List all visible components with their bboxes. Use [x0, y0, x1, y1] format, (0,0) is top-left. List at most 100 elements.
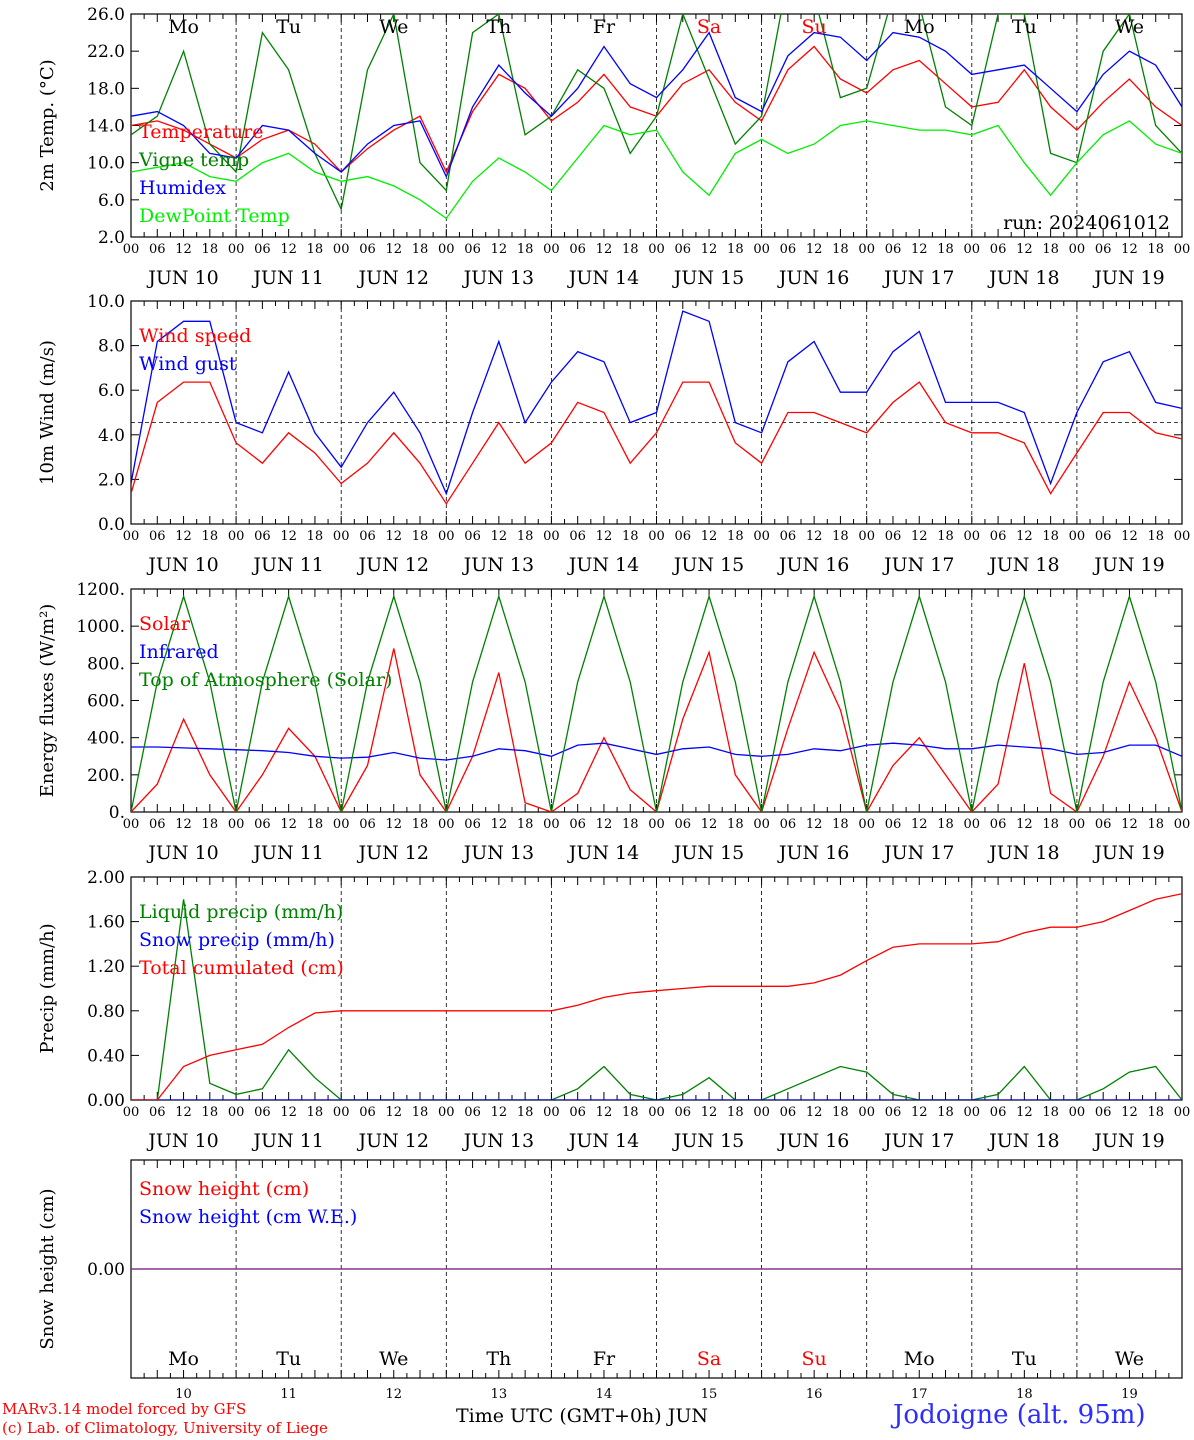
- hour-tick-label: 12: [701, 1105, 718, 1120]
- hour-tick-label: 00: [753, 242, 770, 257]
- hour-tick-label: 12: [596, 242, 613, 257]
- hour-tick-label: 00: [964, 1105, 981, 1120]
- date-label: JUN 15: [672, 554, 744, 576]
- date-label: JUN 18: [987, 554, 1059, 576]
- hour-tick-label: 06: [675, 529, 692, 544]
- hour-tick-label: 00: [228, 529, 245, 544]
- date-label: JUN 14: [567, 267, 639, 289]
- hour-tick-label: 12: [1121, 1105, 1138, 1120]
- hour-tick-label: 00: [543, 817, 560, 832]
- weekday-label: Mo: [168, 16, 199, 38]
- y-tick-label: 26.0: [87, 5, 125, 25]
- hour-tick-label: 18: [202, 817, 219, 832]
- y-tick-label: 2.00: [87, 868, 125, 888]
- hour-tick-label: 18: [307, 242, 324, 257]
- day-number-label: 12: [385, 1387, 402, 1402]
- hour-tick-label: 00: [123, 817, 140, 832]
- series-line-top-of-atmosphere-solar-: [131, 594, 1182, 812]
- legend-entry: Total cumulated (cm): [139, 957, 344, 979]
- y-axis-title: Snow height (cm): [37, 1188, 58, 1349]
- date-label: JUN 19: [1092, 842, 1164, 864]
- hour-tick-label: 00: [1069, 529, 1086, 544]
- hour-tick-label: 18: [1042, 242, 1059, 257]
- date-label: JUN 17: [882, 842, 954, 864]
- hour-tick-label: 06: [990, 529, 1007, 544]
- hour-tick-label: 00: [333, 817, 350, 832]
- weekday-label: Su: [802, 1348, 827, 1370]
- y-tick-label: 400.: [87, 729, 125, 749]
- hour-tick-label: 18: [832, 529, 849, 544]
- hour-tick-label: 12: [701, 529, 718, 544]
- date-label: JUN 11: [251, 1130, 323, 1152]
- hour-tick-label: 00: [964, 529, 981, 544]
- hour-tick-label: 06: [149, 242, 166, 257]
- hour-tick-label: 18: [1147, 242, 1164, 257]
- hour-tick-label: 06: [254, 1105, 271, 1120]
- date-label: JUN 19: [1092, 1130, 1164, 1152]
- day-number-label: 17: [911, 1387, 928, 1402]
- series-line-wind-speed: [131, 381, 1182, 505]
- hour-tick-label: 18: [937, 242, 954, 257]
- y-axis-title: 2m Temp. (°C): [37, 59, 58, 191]
- model-credit-line1: MARv3.14 model forced by GFS: [2, 1400, 247, 1418]
- hour-tick-label: 06: [1095, 242, 1112, 257]
- hour-tick-label: 12: [385, 529, 402, 544]
- weekday-label: Mo: [904, 16, 935, 38]
- weekday-label: Tu: [276, 16, 301, 38]
- y-tick-label: 0.: [109, 803, 125, 823]
- hour-tick-label: 06: [990, 817, 1007, 832]
- weekday-label: We: [379, 1348, 408, 1370]
- hour-tick-label: 06: [780, 1105, 797, 1120]
- hour-tick-label: 00: [858, 817, 875, 832]
- hour-tick-label: 06: [569, 529, 586, 544]
- hour-tick-label: 12: [491, 817, 508, 832]
- hour-tick-label: 18: [202, 242, 219, 257]
- hour-tick-label: 06: [464, 242, 481, 257]
- hour-tick-label: 18: [517, 242, 534, 257]
- hour-tick-label: 18: [832, 817, 849, 832]
- hour-tick-label: 06: [675, 242, 692, 257]
- hour-tick-label: 06: [359, 817, 376, 832]
- hour-tick-label: 00: [1174, 529, 1191, 544]
- legend-entry: Temperature: [139, 121, 263, 143]
- day-number-label: 14: [596, 1387, 613, 1402]
- weekday-label: Tu: [1012, 1348, 1037, 1370]
- legend-entry: Wind gust: [139, 353, 237, 375]
- date-label: JUN 18: [987, 842, 1059, 864]
- day-number-label: 15: [701, 1387, 718, 1402]
- hour-tick-label: 06: [359, 1105, 376, 1120]
- hour-tick-label: 12: [280, 817, 297, 832]
- hour-tick-label: 00: [543, 242, 560, 257]
- day-number-label: 11: [280, 1387, 297, 1402]
- hour-tick-label: 18: [1147, 529, 1164, 544]
- date-label: JUN 18: [987, 267, 1059, 289]
- hour-tick-label: 18: [622, 817, 639, 832]
- date-label: JUN 16: [777, 1130, 849, 1152]
- hour-tick-label: 18: [412, 529, 429, 544]
- y-tick-label: 1000.: [76, 617, 125, 637]
- hour-tick-label: 12: [701, 242, 718, 257]
- date-label: JUN 11: [251, 842, 323, 864]
- hour-tick-label: 18: [727, 242, 744, 257]
- hour-tick-label: 18: [832, 242, 849, 257]
- weekday-label: We: [379, 16, 408, 38]
- date-label: JUN 10: [146, 267, 218, 289]
- hour-tick-label: 06: [464, 817, 481, 832]
- hour-tick-label: 18: [727, 817, 744, 832]
- hour-tick-label: 18: [517, 1105, 534, 1120]
- hour-tick-label: 18: [307, 1105, 324, 1120]
- date-label: JUN 11: [251, 554, 323, 576]
- date-label: JUN 10: [146, 842, 218, 864]
- hour-tick-label: 18: [937, 529, 954, 544]
- hour-tick-label: 12: [1016, 817, 1033, 832]
- y-tick-label: 2.0: [98, 228, 125, 248]
- weekday-label: We: [1115, 1348, 1144, 1370]
- hour-tick-label: 18: [1042, 1105, 1059, 1120]
- model-credit-line2: (c) Lab. of Climatology, University of L…: [2, 1419, 328, 1437]
- legend-entry: Wind speed: [139, 325, 251, 347]
- hour-tick-label: 18: [622, 242, 639, 257]
- y-tick-label: 600.: [87, 692, 125, 712]
- hour-tick-label: 18: [307, 529, 324, 544]
- hour-tick-label: 00: [1174, 1105, 1191, 1120]
- hour-tick-label: 00: [228, 1105, 245, 1120]
